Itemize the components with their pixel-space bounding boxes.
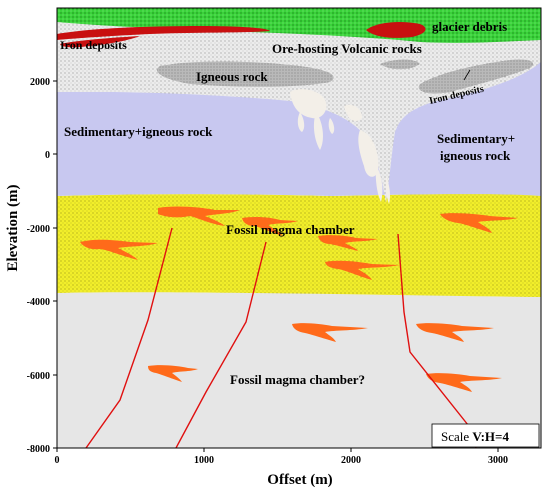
iron-deposit-lens-right	[418, 59, 534, 94]
y-tick-label: -2000	[27, 224, 50, 235]
fault-2	[175, 241, 267, 448]
y-tick-label: 0	[45, 150, 50, 161]
fossil-magma-chamber-zone	[57, 193, 541, 297]
label-ore-hosting-volcanic: Ore-hosting Volcanic rocks	[272, 41, 422, 56]
y-axis-title: Elevation (m)	[5, 184, 21, 271]
label-fossil-magma-chamber: Fossil magma chamber	[226, 222, 355, 237]
y-tick-label: -8000	[27, 444, 50, 455]
scale-prefix: Scale	[441, 429, 472, 444]
igneous-rock-lens	[156, 61, 334, 87]
svg-text:Scale V:H=4: Scale V:H=4	[441, 429, 509, 444]
intrusion-plume	[290, 89, 390, 204]
y-tick-label: 2000	[30, 77, 50, 88]
y-tick-label: -6000	[27, 371, 50, 382]
label-sedimentary-right-1: Sedimentary+	[437, 131, 515, 146]
iron-deposits-leader	[463, 69, 471, 81]
volcanic-lens-small	[380, 59, 420, 70]
iron-deposit-red-left-2	[60, 36, 140, 48]
lower-chamber-zone	[57, 290, 541, 448]
iron-deposit-red-left	[57, 26, 270, 40]
label-sedimentary-left: Sedimentary+igneous rock	[64, 124, 213, 139]
x-tick-label: 0	[55, 455, 60, 466]
x-tick-label: 1000	[194, 455, 214, 466]
x-axis-title: Offset (m)	[267, 472, 332, 488]
fault-1	[85, 227, 173, 448]
x-tick-label: 2000	[341, 455, 361, 466]
iron-deposit-red-right	[366, 22, 426, 38]
x-tick-label: 3000	[488, 455, 508, 466]
axis-tick-marks	[53, 80, 499, 452]
label-sedimentary-right-2: igneous rock	[440, 148, 511, 163]
label-igneous-rock: Igneous rock	[196, 69, 268, 84]
scale-ratio: V:H=4	[472, 429, 509, 444]
label-glacier-debris: glacier debris	[432, 19, 507, 34]
ore-hosting-volcanic-zone	[57, 8, 541, 203]
label-fossil-magma-chamber-q: Fossil magma chamber?	[230, 372, 365, 387]
magma-sills	[80, 206, 518, 392]
scale-box: Scale V:H=4	[431, 423, 540, 448]
y-tick-label: -4000	[27, 297, 50, 308]
label-iron-deposits-top: Iron deposits	[60, 38, 127, 52]
